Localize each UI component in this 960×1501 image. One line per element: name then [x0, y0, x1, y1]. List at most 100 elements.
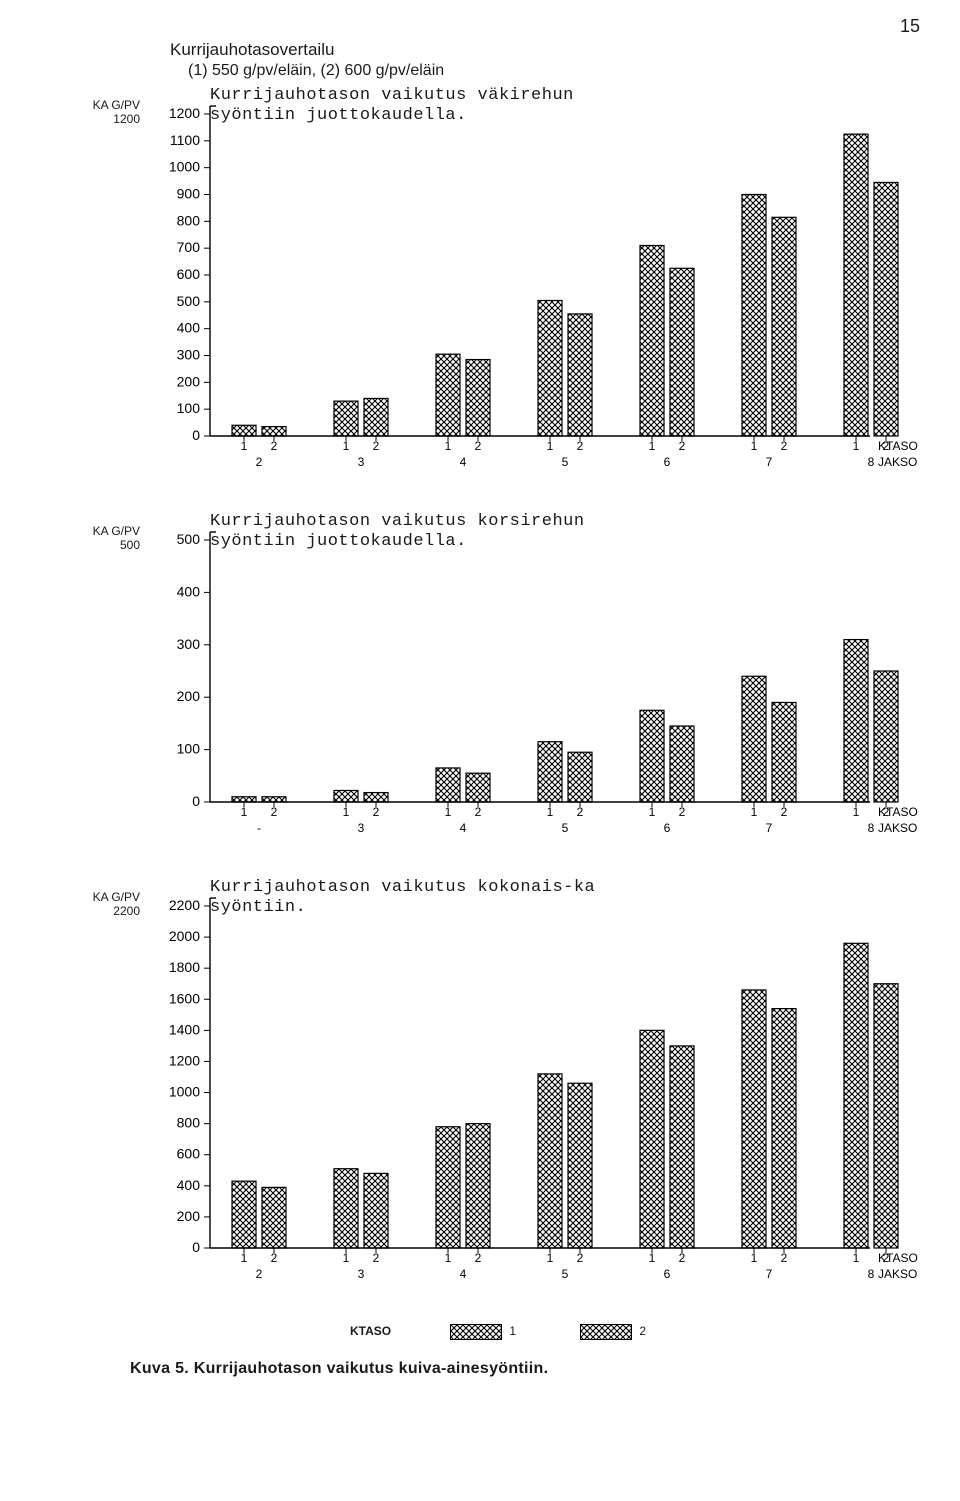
x-sublabel: 1 [343, 805, 350, 819]
x-category-label: 8 [868, 455, 875, 469]
y-tick-label: 1800 [169, 959, 200, 975]
y-tick-label: 1400 [169, 1021, 200, 1037]
x-category-label: 5 [562, 821, 569, 835]
bar [334, 790, 358, 802]
bar [436, 354, 460, 436]
x-sublabel: 1 [853, 805, 860, 819]
bar [844, 943, 868, 1248]
x-right-top: KTASO [878, 1251, 918, 1265]
y-tick-label: 600 [177, 1146, 201, 1162]
bar [568, 752, 592, 802]
page: 15 Kurrijauhotasovertailu (1) 550 g/pv/e… [0, 0, 960, 1501]
y-tick-label: 700 [177, 239, 201, 255]
y-tick-label: 100 [177, 741, 201, 757]
bar [568, 1083, 592, 1248]
x-category-label: 6 [664, 455, 671, 469]
bar [466, 360, 490, 436]
x-sublabel: 1 [547, 1251, 554, 1265]
y-tick-label: 800 [177, 212, 201, 228]
x-category-label: 2 [256, 455, 263, 469]
x-category-label: 7 [766, 455, 773, 469]
x-category-label: 5 [562, 1267, 569, 1281]
x-category-label: 5 [562, 455, 569, 469]
bar [640, 245, 664, 436]
y-tick-label: 1600 [169, 990, 200, 1006]
y-tick-label: 400 [177, 583, 201, 599]
x-sublabel: 2 [781, 805, 788, 819]
bar [232, 1181, 256, 1248]
x-category-label: - [257, 821, 261, 835]
x-category-label: 2 [256, 1267, 263, 1281]
y-tick-label: 2000 [169, 928, 200, 944]
x-category-label: 7 [766, 1267, 773, 1281]
x-sublabel: 2 [475, 439, 482, 453]
y-tick-label: 100 [177, 400, 201, 416]
x-right-bottom: JAKSO [878, 455, 917, 469]
y-tick-label: 1000 [169, 159, 200, 175]
x-sublabel: 2 [577, 439, 584, 453]
panel-p1: KA G/PV1200 Kurrijauhotason vaikutus väk… [60, 86, 900, 506]
legend-text-2: 2 [639, 1324, 646, 1338]
y-tick-label: 1000 [169, 1084, 200, 1100]
bar [466, 773, 490, 802]
x-sublabel: 1 [649, 805, 656, 819]
x-sublabel: 2 [373, 1251, 380, 1265]
bar [232, 425, 256, 436]
x-sublabel: 2 [373, 805, 380, 819]
main-title: Kurrijauhotasovertailu [170, 40, 900, 60]
x-sublabel: 1 [547, 439, 554, 453]
bar [364, 793, 388, 802]
y-tick-label: 400 [177, 1177, 201, 1193]
x-sublabel: 2 [781, 439, 788, 453]
bar [742, 676, 766, 802]
y-tick-label: 200 [177, 1208, 201, 1224]
x-category-label: 8 [868, 821, 875, 835]
x-sublabel: 2 [271, 805, 278, 819]
figure-caption: Kuva 5. Kurrijauhotason vaikutus kuiva-a… [130, 1360, 900, 1378]
bar [568, 314, 592, 436]
x-category-label: 4 [460, 1267, 467, 1281]
bar [466, 1124, 490, 1248]
bar [844, 640, 868, 802]
x-right-top: KTASO [878, 439, 918, 453]
x-sublabel: 2 [577, 805, 584, 819]
y-tick-label: 2200 [169, 897, 200, 913]
bar [772, 702, 796, 802]
x-sublabel: 2 [373, 439, 380, 453]
x-sublabel: 1 [547, 805, 554, 819]
y-tick-label: 600 [177, 266, 201, 282]
x-sublabel: 1 [445, 1251, 452, 1265]
x-sublabel: 1 [241, 1251, 248, 1265]
subtitle: (1) 550 g/pv/eläin, (2) 600 g/pv/eläin [188, 62, 900, 80]
bar [670, 268, 694, 436]
bar [670, 726, 694, 802]
x-category-label: 3 [358, 455, 365, 469]
page-number: 15 [900, 16, 920, 37]
legend-item-1: 1 [450, 1324, 516, 1340]
chart-svg: 0200400600800100012001400160018002000220… [150, 878, 930, 1308]
bar [844, 134, 868, 436]
bar [640, 710, 664, 802]
bar [538, 300, 562, 436]
y-tick-label: 300 [177, 636, 201, 652]
bar [262, 797, 286, 802]
y-tick-label: 200 [177, 688, 201, 704]
bar [436, 1127, 460, 1248]
x-sublabel: 1 [649, 439, 656, 453]
y-tick-label: 1200 [169, 105, 200, 121]
y-tick-label: 0 [192, 793, 200, 809]
x-category-label: 8 [868, 1267, 875, 1281]
y-tick-label: 0 [192, 427, 200, 443]
panels-container: KA G/PV1200 Kurrijauhotason vaikutus väk… [60, 86, 900, 1318]
y-tick-label: 1100 [170, 132, 200, 148]
bar [334, 1169, 358, 1248]
bar [232, 797, 256, 802]
legend-text-1: 1 [509, 1324, 516, 1338]
x-sublabel: 1 [241, 805, 248, 819]
bar [640, 1030, 664, 1248]
x-sublabel: 1 [751, 805, 758, 819]
x-sublabel: 2 [679, 439, 686, 453]
bar [670, 1046, 694, 1248]
x-sublabel: 2 [271, 439, 278, 453]
x-sublabel: 2 [271, 1251, 278, 1265]
